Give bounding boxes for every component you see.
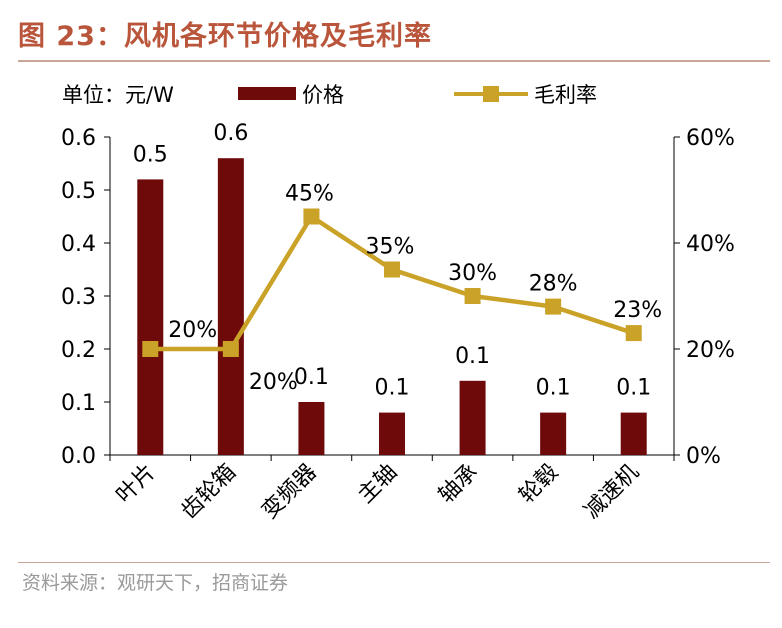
y-left-tick-label: 0.1 (61, 391, 96, 416)
price-bar (459, 380, 486, 455)
y-left-tick-label: 0.4 (61, 232, 96, 257)
price-data-label: 0.1 (455, 344, 490, 369)
y-right-tick-label: 0% (686, 444, 721, 469)
legend-label-line: 毛利率 (534, 83, 597, 107)
x-category-label: 轮毂 (515, 460, 564, 509)
margin-data-label: 30% (448, 261, 497, 286)
y-left-tick-label: 0.5 (61, 179, 96, 204)
unit-label: 单位：元/W (62, 83, 174, 107)
y-right-tick-label: 20% (686, 338, 735, 363)
x-category-label: 叶片 (112, 460, 161, 509)
price-data-label: 0.1 (616, 376, 651, 401)
price-data-label: 0.5 (133, 142, 168, 167)
margin-data-label: 35% (366, 235, 415, 260)
footer-divider (18, 562, 770, 563)
y-left-tick-label: 0.2 (61, 338, 96, 363)
price-bar (379, 412, 405, 455)
margin-data-label: 45% (285, 182, 334, 207)
price-bar (217, 158, 244, 455)
figure-title: 图 23：风机各环节价格及毛利率 (18, 21, 432, 52)
x-category-label: 变频器 (257, 460, 321, 524)
y-left-tick-label: 0.0 (61, 444, 96, 469)
margin-data-label: 20% (168, 318, 217, 343)
price-bar (540, 412, 567, 455)
margin-data-label: 23% (613, 298, 662, 323)
y-left-tick-label: 0.6 (61, 126, 96, 151)
margin-marker (142, 341, 159, 357)
source-note: 资料来源：观研天下，招商证券 (22, 572, 289, 594)
x-category-label: 轴承 (434, 460, 483, 509)
price-data-label: 0.1 (375, 376, 410, 401)
margin-marker (625, 325, 642, 342)
legend-swatch-bar (238, 87, 296, 100)
margin-marker (222, 341, 239, 357)
price-data-label: 0.6 (213, 121, 248, 146)
price-data-label: 0.1 (294, 365, 329, 390)
y-right-tick-label: 40% (686, 232, 735, 257)
legend-swatch-marker (483, 86, 499, 102)
y-left-tick-label: 0.3 (61, 285, 96, 310)
margin-marker (464, 288, 481, 304)
margin-data-label: 20% (249, 370, 298, 395)
price-margin-chart: 单位：元/W 价格 毛利率 0.0 0.1 0.2 0.3 0.4 0.5 0.6 0% 20% 40%… (61, 83, 735, 524)
margin-marker (303, 208, 320, 225)
x-category-label: 减速机 (580, 460, 644, 524)
x-category-label: 齿轮箱 (177, 460, 241, 524)
x-category-label: 主轴 (353, 460, 402, 509)
legend-label-bar: 价格 (302, 83, 344, 107)
title-divider (18, 60, 770, 62)
margin-data-label: 28% (529, 272, 578, 297)
price-bar (137, 179, 164, 455)
price-bar (620, 412, 647, 455)
margin-marker (384, 261, 400, 278)
price-bar (298, 402, 325, 455)
margin-marker (545, 298, 562, 315)
price-data-label: 0.1 (536, 376, 571, 401)
y-right-tick-label: 60% (686, 126, 735, 151)
